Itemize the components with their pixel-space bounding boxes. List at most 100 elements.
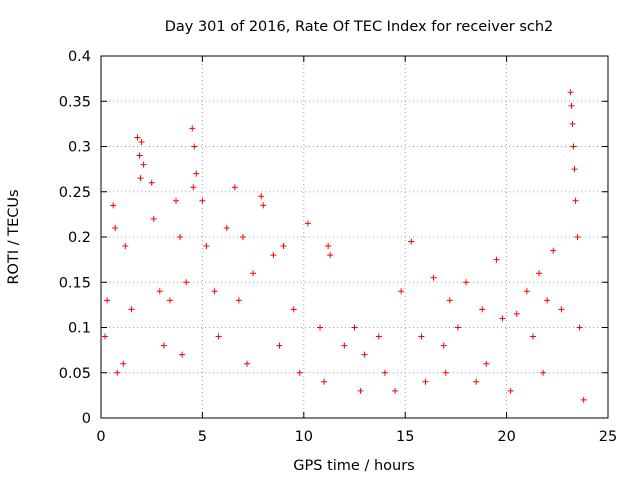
data-point: [576, 324, 583, 331]
data-point: [235, 297, 242, 304]
data-point: [120, 360, 127, 367]
data-point: [250, 270, 257, 277]
data-point: [270, 252, 277, 259]
tick-labels: 0 5 10 15 20 25 0 0.05 0.1 0.15 0.2 0.25 0.3 0.35 0.4: [59, 49, 618, 445]
data-point: [572, 197, 579, 204]
data-point: [112, 224, 119, 231]
data-point: [580, 396, 587, 403]
data-point: [375, 333, 382, 340]
data-point: [568, 102, 575, 109]
data-point: [166, 297, 173, 304]
data-point: [296, 369, 303, 376]
data-point: [317, 324, 324, 331]
data-point: [173, 197, 180, 204]
data-point: [199, 197, 206, 204]
data-point: [290, 306, 297, 313]
data-point: [137, 175, 144, 182]
data-point: [128, 306, 135, 313]
data-point: [321, 378, 328, 385]
data-point: [104, 297, 111, 304]
data-point: [239, 234, 246, 240]
x-tick-label: 10: [295, 429, 313, 445]
data-point: [102, 333, 109, 340]
data-point: [114, 369, 121, 376]
data-point: [140, 161, 147, 168]
y-tick-label: 0.05: [59, 366, 91, 382]
data-point: [211, 288, 218, 295]
data-point: [571, 166, 578, 173]
data-point: [381, 369, 388, 376]
data-point: [231, 184, 238, 191]
data-point: [203, 243, 210, 250]
data-point: [304, 220, 311, 227]
y-tick-label: 0.1: [68, 321, 91, 337]
x-tick-label: 25: [599, 429, 617, 445]
data-point: [507, 387, 514, 394]
data-point: [418, 333, 425, 340]
data-point: [499, 315, 506, 322]
data-point: [193, 170, 200, 177]
data-point: [191, 143, 198, 150]
data-point: [150, 215, 157, 222]
data-point: [260, 202, 267, 209]
y-axis-label: ROTI / TECUs: [6, 189, 22, 284]
x-axis-label: GPS time / hours: [293, 458, 414, 474]
data-point: [244, 360, 251, 367]
data-point: [325, 243, 332, 250]
data-point: [223, 224, 230, 231]
data-point: [122, 243, 129, 250]
data-point: [183, 279, 190, 286]
data-point: [558, 306, 565, 313]
data-point: [156, 288, 163, 295]
data-point: [357, 387, 364, 394]
data-points: [102, 89, 587, 403]
x-tick-label: 5: [198, 429, 207, 445]
data-point: [422, 378, 429, 385]
data-point: [110, 202, 117, 209]
data-point: [550, 247, 557, 254]
y-tick-label: 0: [82, 411, 91, 427]
data-point: [479, 306, 486, 313]
data-point: [190, 184, 197, 191]
data-point: [327, 252, 334, 259]
data-point: [544, 297, 551, 304]
data-point: [136, 152, 143, 159]
data-point: [523, 288, 530, 295]
data-point: [408, 238, 415, 245]
plot-frame: [100, 55, 609, 419]
y-tick-label: 0.15: [59, 275, 91, 291]
data-point: [138, 138, 145, 145]
x-tick-label: 20: [497, 429, 515, 445]
data-point: [430, 274, 437, 281]
y-tick-label: 0.2: [68, 230, 91, 246]
data-point: [493, 256, 500, 263]
data-point: [398, 288, 405, 295]
data-point: [442, 369, 449, 376]
data-point: [513, 310, 520, 317]
data-point: [483, 360, 490, 367]
data-point: [536, 270, 543, 277]
x-tick-label: 15: [396, 429, 414, 445]
y-tick-label: 0.4: [68, 49, 91, 65]
data-point: [463, 279, 470, 286]
grid-lines: [101, 56, 608, 418]
data-point: [148, 179, 155, 186]
data-point: [280, 243, 287, 250]
data-point: [341, 342, 348, 349]
data-point: [134, 134, 141, 141]
data-point: [567, 89, 574, 96]
data-point: [446, 297, 453, 304]
data-point: [569, 120, 576, 127]
data-point: [179, 351, 186, 358]
chart-title: Day 301 of 2016, Rate Of TEC Index for r…: [165, 19, 554, 35]
data-point: [258, 193, 265, 200]
data-point: [454, 324, 461, 331]
data-point: [392, 387, 399, 394]
data-point: [540, 369, 547, 376]
x-tick-label: 0: [96, 429, 105, 445]
data-point: [177, 234, 184, 240]
data-point: [473, 378, 480, 385]
data-point: [189, 125, 196, 132]
data-point: [570, 143, 577, 150]
data-point: [361, 351, 368, 358]
